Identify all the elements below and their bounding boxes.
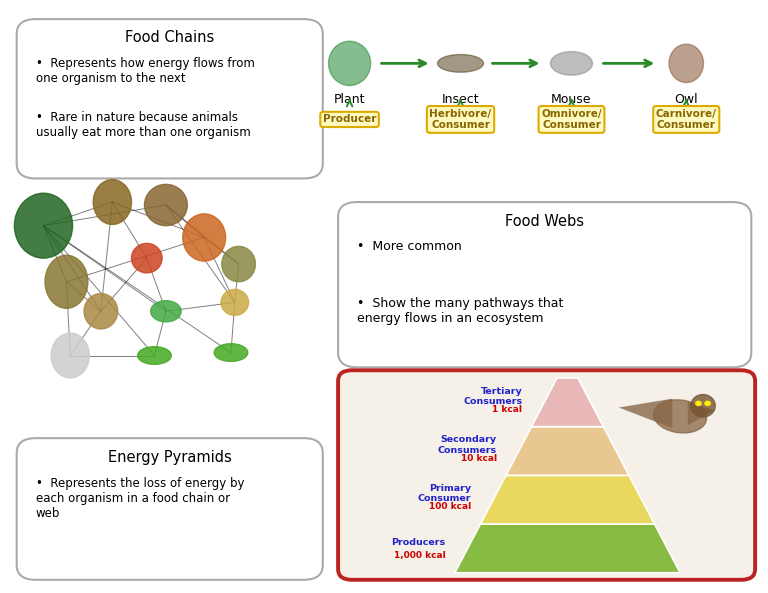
Ellipse shape bbox=[329, 42, 371, 85]
Ellipse shape bbox=[214, 344, 248, 361]
Ellipse shape bbox=[131, 243, 162, 273]
Text: 100 kcal: 100 kcal bbox=[429, 502, 472, 511]
Text: •  Represents the loss of energy by
each organism in a food chain or
web: • Represents the loss of energy by each … bbox=[36, 477, 244, 519]
Text: Secondary
Consumers: Secondary Consumers bbox=[438, 435, 497, 455]
Polygon shape bbox=[506, 426, 629, 476]
Text: Producer: Producer bbox=[323, 114, 376, 125]
Text: •  Rare in nature because animals
usually eat more than one organism: • Rare in nature because animals usually… bbox=[36, 110, 250, 139]
Text: Mouse: Mouse bbox=[551, 93, 591, 106]
Ellipse shape bbox=[144, 184, 187, 226]
Ellipse shape bbox=[696, 401, 701, 406]
FancyBboxPatch shape bbox=[17, 19, 323, 178]
Text: Food Webs: Food Webs bbox=[505, 214, 584, 229]
Text: 10 kcal: 10 kcal bbox=[461, 454, 497, 463]
Ellipse shape bbox=[222, 246, 256, 282]
Ellipse shape bbox=[51, 333, 89, 378]
Text: •  Represents how energy flows from
one organism to the next: • Represents how energy flows from one o… bbox=[36, 58, 255, 85]
Ellipse shape bbox=[690, 394, 715, 417]
FancyBboxPatch shape bbox=[338, 202, 751, 367]
Ellipse shape bbox=[705, 401, 710, 406]
FancyBboxPatch shape bbox=[338, 370, 755, 580]
Text: •  Show the many pathways that
energy flows in an ecosystem: • Show the many pathways that energy flo… bbox=[357, 296, 564, 324]
Ellipse shape bbox=[151, 301, 181, 322]
Text: Food Chains: Food Chains bbox=[125, 30, 214, 44]
Polygon shape bbox=[619, 398, 673, 428]
Text: Producers: Producers bbox=[392, 538, 445, 547]
Ellipse shape bbox=[438, 55, 484, 72]
Text: Plant: Plant bbox=[334, 93, 366, 106]
Polygon shape bbox=[687, 401, 714, 425]
Text: Omnivore/
Consumer: Omnivore/ Consumer bbox=[541, 109, 602, 130]
Text: Owl: Owl bbox=[674, 93, 698, 106]
Ellipse shape bbox=[221, 289, 249, 315]
Ellipse shape bbox=[551, 52, 593, 75]
Ellipse shape bbox=[669, 44, 703, 82]
Polygon shape bbox=[531, 378, 604, 426]
Ellipse shape bbox=[183, 214, 226, 261]
Text: Insect: Insect bbox=[442, 93, 479, 106]
Text: •  More common: • More common bbox=[357, 240, 462, 253]
Text: 1 kcal: 1 kcal bbox=[492, 405, 522, 414]
Text: Primary
Consumer: Primary Consumer bbox=[418, 484, 472, 503]
Text: Energy Pyramids: Energy Pyramids bbox=[108, 450, 232, 465]
Ellipse shape bbox=[654, 400, 707, 433]
Text: 1,000 kcal: 1,000 kcal bbox=[394, 551, 445, 560]
Polygon shape bbox=[455, 524, 680, 573]
Text: Tertiary
Consumers: Tertiary Consumers bbox=[463, 387, 522, 406]
Ellipse shape bbox=[84, 294, 118, 329]
Ellipse shape bbox=[15, 193, 72, 258]
Ellipse shape bbox=[93, 180, 131, 225]
Polygon shape bbox=[481, 476, 654, 524]
Text: Herbivore/
Consumer: Herbivore/ Consumer bbox=[429, 109, 492, 130]
FancyBboxPatch shape bbox=[17, 438, 323, 580]
Ellipse shape bbox=[45, 255, 88, 308]
Ellipse shape bbox=[137, 347, 171, 364]
Text: Carnivore/
Consumer: Carnivore/ Consumer bbox=[656, 109, 717, 130]
